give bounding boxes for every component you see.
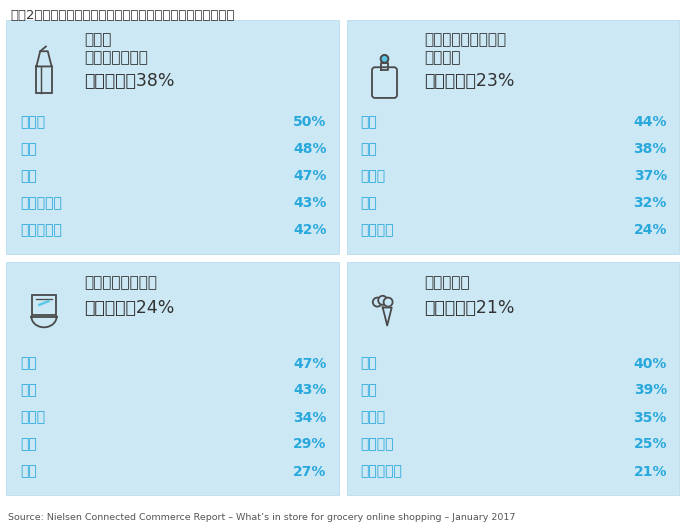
Text: 世界平均：23%: 世界平均：23% (425, 72, 515, 90)
Text: 24%: 24% (633, 223, 667, 237)
Text: 韓国: 韓国 (361, 384, 377, 398)
Circle shape (379, 296, 387, 305)
FancyBboxPatch shape (346, 20, 679, 253)
Circle shape (383, 298, 392, 306)
Text: 43%: 43% (293, 196, 326, 210)
Text: 中国: 中国 (20, 357, 36, 370)
Text: 35%: 35% (633, 411, 667, 425)
Text: 25%: 25% (633, 437, 667, 452)
Text: 47%: 47% (293, 357, 326, 370)
Text: 日本: 日本 (20, 437, 36, 452)
Text: 37%: 37% (633, 169, 667, 183)
Text: ウクライナ: ウクライナ (20, 223, 62, 237)
Text: 34%: 34% (293, 411, 326, 425)
Text: と紙製品: と紙製品 (425, 50, 461, 65)
Text: インド: インド (20, 411, 45, 425)
Text: 44%: 44% (633, 115, 667, 129)
Circle shape (373, 298, 382, 306)
Text: 生鮮食料品: 生鮮食料品 (425, 276, 470, 290)
Text: 42%: 42% (293, 223, 326, 237)
Text: 美容と: 美容と (84, 32, 111, 47)
Text: イスラエル: イスラエル (361, 464, 403, 479)
Circle shape (381, 55, 388, 63)
Text: 台湾: 台湾 (20, 464, 36, 479)
Text: インド: インド (361, 169, 385, 183)
Text: パッケージ食料品: パッケージ食料品 (84, 276, 157, 290)
Text: 韓国: 韓国 (20, 142, 36, 156)
Bar (32, 295, 56, 315)
Text: 40%: 40% (633, 357, 667, 370)
Text: パーソナルケア: パーソナルケア (84, 50, 148, 65)
Text: インド: インド (20, 115, 45, 129)
Text: 台湾: 台湾 (361, 196, 377, 210)
Text: 中国: 中国 (361, 142, 377, 156)
Text: 48%: 48% (293, 142, 326, 156)
Text: 中国: 中国 (361, 357, 377, 370)
Polygon shape (383, 307, 392, 325)
Text: 29%: 29% (293, 437, 326, 452)
Text: 39%: 39% (633, 384, 667, 398)
Bar (36, 66, 52, 93)
Text: 27%: 27% (293, 464, 326, 479)
Text: イギリス: イギリス (361, 223, 394, 237)
Polygon shape (36, 51, 52, 66)
Text: 世界平均：24%: 世界平均：24% (84, 299, 174, 317)
FancyBboxPatch shape (6, 20, 339, 253)
Text: 韓国: 韓国 (361, 115, 377, 129)
FancyBboxPatch shape (6, 261, 339, 495)
Text: 50%: 50% (293, 115, 326, 129)
Text: 世界平均：21%: 世界平均：21% (425, 299, 515, 317)
Text: イギリス: イギリス (361, 437, 394, 452)
Text: 世界平均：38%: 世界平均：38% (84, 72, 174, 90)
Text: 図表2：消費財カテゴリーごとのオンライン購入経験（国別）: 図表2：消費財カテゴリーごとのオンライン購入経験（国別） (10, 9, 234, 22)
Text: Source: Nielsen Connected Commerce Report – What’s in store for grocery online s: Source: Nielsen Connected Commerce Repor… (8, 513, 515, 522)
Text: 韓国: 韓国 (20, 384, 36, 398)
Text: 21%: 21% (633, 464, 667, 479)
Text: 43%: 43% (293, 384, 326, 398)
Text: 38%: 38% (633, 142, 667, 156)
FancyBboxPatch shape (346, 261, 679, 495)
Text: インド: インド (361, 411, 385, 425)
Text: 中国: 中国 (20, 169, 36, 183)
Text: 32%: 32% (633, 196, 667, 210)
Text: 47%: 47% (293, 169, 326, 183)
Text: ルーマニア: ルーマニア (20, 196, 62, 210)
Text: 住居用クリーニング: 住居用クリーニング (425, 32, 506, 47)
